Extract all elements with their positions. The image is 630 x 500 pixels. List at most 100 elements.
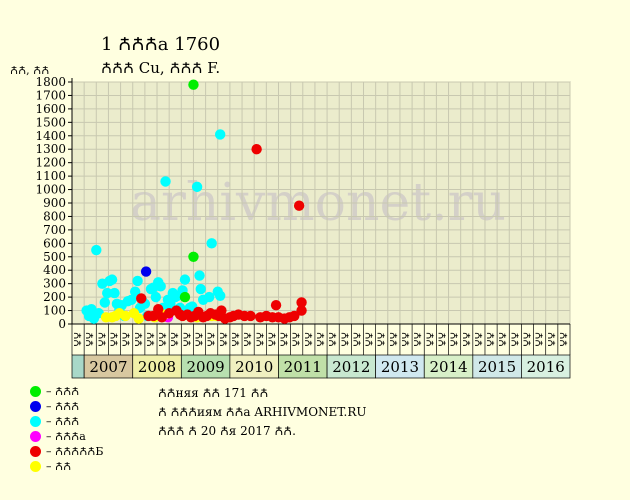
x-quarter-label: ꙈꙈ	[241, 332, 252, 347]
legend-item: – ꙈꙈꙈ	[30, 399, 103, 414]
legend-label: – ꙈꙈꙈ	[46, 415, 80, 428]
y-tick-label: 1200	[35, 156, 66, 170]
legend-dot	[30, 461, 41, 472]
data-point	[296, 305, 307, 316]
data-point	[188, 79, 199, 90]
x-quarter-label: ꙈꙈ	[278, 332, 289, 347]
year-label: 2011	[284, 358, 322, 376]
data-point	[194, 270, 205, 281]
x-quarter-label: ꙈꙈ	[363, 332, 374, 347]
x-quarter-label: ꙈꙈ	[168, 332, 179, 347]
year-label: 2008	[138, 358, 176, 376]
legend-item: – ꙈꙈꙈ	[30, 414, 103, 429]
data-point	[106, 274, 118, 285]
year-label: 2007	[89, 358, 127, 376]
y-axis: 0100200300400500600700800900100011001200…	[35, 75, 73, 331]
data-point	[289, 310, 300, 322]
data-point	[91, 244, 102, 256]
legend-item: – ꙈꙈ	[30, 459, 103, 474]
y-tick-label: 1000	[35, 183, 66, 197]
legend-dot	[30, 401, 41, 412]
note-source: Ꙉ ꙈꙈꙈиям ꙈꙈа ARHIVMONET.RU	[158, 405, 367, 419]
legend-dot	[30, 416, 41, 427]
y-tick-label: 400	[43, 263, 66, 277]
y-tick-label: 1300	[35, 142, 66, 156]
x-quarter-label: ꙈꙈ	[108, 332, 119, 347]
x-quarter-label: ꙈꙈ	[83, 332, 94, 347]
x-quarter-label: ꙈꙈ	[350, 332, 361, 347]
x-quarter-label: ꙈꙈ	[156, 332, 167, 347]
legend-label: – ꙈꙈꙈа	[46, 430, 86, 443]
y-axis-label: ꙈꙈ, ꙈꙈ	[10, 64, 50, 77]
data-point	[179, 274, 191, 285]
data-point	[129, 286, 141, 297]
data-point	[150, 291, 162, 303]
legend-item: – ꙈꙈꙈа	[30, 429, 103, 444]
y-tick-label: 1100	[35, 169, 66, 183]
x-quarter-label: ꙈꙈ	[253, 332, 264, 347]
x-quarter-label: ꙈꙈ	[180, 332, 191, 347]
y-tick-label: 1600	[35, 102, 66, 116]
x-quarter-label: ꙈꙈ	[132, 332, 143, 347]
data-point	[179, 291, 191, 303]
y-tick-label: 100	[43, 304, 66, 318]
x-quarter-label: ꙈꙈ	[508, 332, 519, 347]
x-quarter-label: ꙈꙈ	[484, 332, 495, 347]
data-point	[99, 297, 110, 308]
x-quarter-label: ꙈꙈ	[120, 332, 131, 347]
y-tick-label: 600	[43, 236, 66, 250]
x-quarter-label: ꙈꙈ	[496, 332, 507, 347]
y-tick-label: 900	[43, 196, 66, 210]
data-point	[293, 200, 305, 211]
data-point	[126, 294, 137, 305]
x-quarter-label: ꙈꙈ	[557, 332, 568, 347]
x-quarter-label: ꙈꙈ	[545, 332, 556, 347]
year-label: 2009	[187, 358, 225, 376]
data-point	[245, 310, 256, 322]
x-quarter-label: ꙈꙈ	[338, 332, 349, 347]
x-quarter-label: ꙈꙈ	[229, 332, 240, 347]
legend-label: – ꙈꙈ	[46, 460, 72, 473]
x-quarter-label: ꙈꙈ	[314, 332, 325, 347]
y-tick-label: 1500	[35, 115, 66, 129]
x-quarter-label: ꙈꙈ	[290, 332, 301, 347]
data-point	[251, 144, 262, 155]
data-point	[120, 310, 131, 322]
data-point	[153, 304, 164, 315]
year-label: 2014	[429, 358, 467, 376]
x-quarter-label: ꙈꙈ	[302, 332, 313, 347]
x-quarter-label: ꙈꙈ	[205, 332, 216, 347]
x-quarter-label: ꙈꙈ	[144, 332, 155, 347]
legend: – ꙈꙈꙈ – ꙈꙈꙈ – ꙈꙈꙈ – ꙈꙈꙈа – ꙈꙈꙈꙈꙈБ – ꙈꙈ	[30, 384, 103, 474]
y-tick-label: 0	[58, 317, 66, 331]
grid-layer	[71, 81, 571, 325]
legend-label: – ꙈꙈꙈꙈꙈБ	[46, 445, 104, 458]
year-lead-cell	[71, 354, 85, 379]
y-tick-label: 1400	[35, 129, 66, 143]
legend-item: – ꙈꙈꙈꙈꙈБ	[30, 444, 103, 459]
data-point	[188, 251, 199, 262]
year-label: 2016	[527, 358, 565, 376]
data-point	[195, 283, 206, 295]
legend-item: – ꙈꙈꙈ	[30, 384, 103, 399]
note-last-price: ꙈꙈняя ꙈꙈ 171 ꙈꙈ	[158, 386, 269, 400]
x-quarter-label: ꙈꙈ	[217, 332, 228, 347]
legend-dot	[30, 386, 41, 397]
note-date: ꙈꙈꙈ Ꙉ 20 Ꙉя 2017 ꙈꙈ.	[158, 424, 296, 438]
data-point	[206, 238, 217, 249]
year-label: 2015	[478, 358, 516, 376]
y-tick-label: 500	[43, 250, 66, 264]
legend-label: – ꙈꙈꙈ	[46, 385, 80, 398]
x-quarter-label: ꙈꙈ	[375, 332, 386, 347]
y-tick-label: 700	[43, 223, 66, 237]
year-cell	[521, 354, 571, 379]
chart-subtitle: ꙈꙈꙈ Cu, ꙈꙈꙈ F.	[101, 59, 221, 77]
x-quarter-label: ꙈꙈ	[460, 332, 471, 347]
y-tick-label: 800	[43, 209, 66, 223]
x-quarter-label: ꙈꙈ	[95, 332, 106, 347]
data-point	[109, 287, 120, 299]
x-quarter-label: ꙈꙈ	[326, 332, 337, 347]
data-point	[216, 305, 227, 316]
x-axis: ꙈꙈ ꙈꙈ ꙈꙈ ꙈꙈ ꙈꙈ ꙈꙈ ꙈꙈ ꙈꙈ ꙈꙈ ꙈꙈ ꙈꙈ ꙈꙈ ꙈꙈ ꙈꙈ ꙈꙈ ꙈꙈ ꙈꙈ ꙈꙈ ꙈꙈ ꙈꙈ…	[71, 323, 571, 379]
